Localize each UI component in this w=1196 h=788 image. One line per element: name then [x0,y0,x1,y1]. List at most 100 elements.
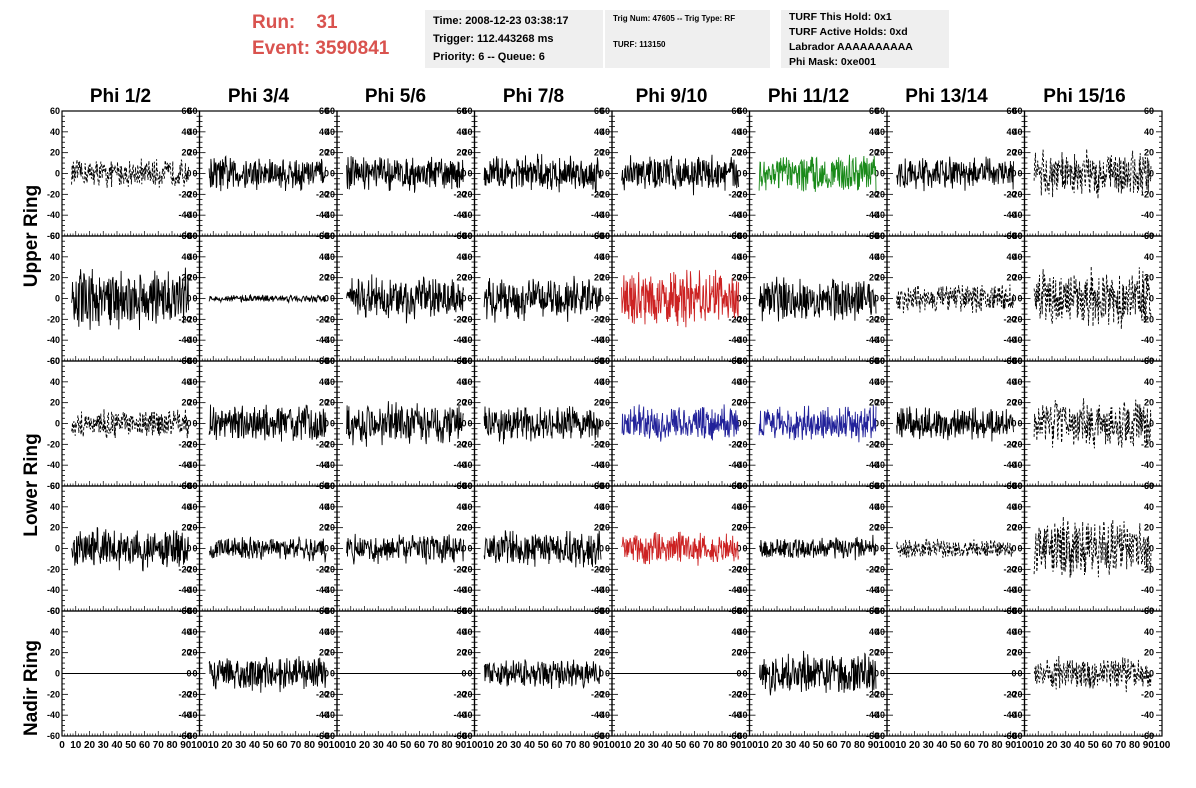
x-tick-label: 80 [166,740,178,751]
y-tick-label-right: 0 [599,169,604,179]
phi-mask-text: Phi Mask: 0xe001 [789,56,876,68]
y-tick-label-right: 20 [181,648,191,658]
y-tick-label-right: 40 [1006,127,1016,137]
x-tick-label: 20 [221,740,233,751]
x-tick-label: 30 [235,740,247,751]
event-value: 3590841 [315,38,390,59]
y-tick-label: -40 [184,585,197,595]
y-tick-label-right: -20 [453,189,466,199]
x-tick-label: 60 [1101,740,1113,751]
waveform-trace [621,404,739,442]
y-tick-label: 60 [1012,606,1022,616]
x-tick-label: 80 [441,740,453,751]
y-tick-label: -20 [459,564,472,574]
y-tick-label: 40 [50,252,60,262]
x-tick-label: 80 [716,740,728,751]
trig-num-text: Trig Num: 47605 -- Trig Type: RF [613,14,736,23]
y-tick-label-right: -20 [316,439,329,449]
x-tick-label: 40 [524,740,536,751]
y-tick-label: 0 [192,419,197,429]
y-tick-label: 20 [1012,398,1022,408]
x-tick-label: 70 [290,740,302,751]
y-tick-label-right: -20 [1141,439,1154,449]
y-tick-label-right: -60 [728,731,741,741]
y-tick-label: -20 [459,439,472,449]
x-tick-label: 80 [991,740,1003,751]
y-tick-label: 0 [742,669,747,679]
x-tick-label: 100 [191,740,208,751]
y-tick-label: 60 [325,606,335,616]
y-tick-label-right: 0 [599,669,604,679]
x-tick-label: 10 [345,740,357,751]
y-tick-label-right: -40 [178,210,191,220]
x-tick-label: 90 [593,740,605,751]
y-tick-label-right: -20 [178,314,191,324]
waveform-trace [896,538,1014,558]
y-tick-label: 40 [875,502,885,512]
y-tick-label: -40 [459,460,472,470]
y-tick-label: 40 [600,252,610,262]
y-tick-label: -40 [734,710,747,720]
x-tick-label: 70 [1115,740,1127,751]
x-tick-label: 30 [98,740,110,751]
run-value: 31 [316,12,338,33]
y-tick-label: 0 [605,169,610,179]
y-tick-label-right: 0 [1149,419,1154,429]
y-tick-label: 60 [600,356,610,366]
y-tick-label-right: 40 [456,127,466,137]
y-tick-label: -20 [734,314,747,324]
y-tick-label-right: 20 [456,523,466,533]
y-tick-label-right: 40 [869,502,879,512]
y-tick-label-right: 40 [594,502,604,512]
waveform-trace [208,155,327,192]
y-tick-label: 60 [187,356,197,366]
x-tick-label: 60 [689,740,701,751]
y-tick-label: 0 [467,669,472,679]
y-tick-label: 0 [192,544,197,554]
x-tick-label: 10 [70,740,82,751]
y-tick-label: -40 [184,460,197,470]
column-title-phi-15-16: Phi 15/16 [1043,86,1126,107]
y-tick-label: 40 [1012,627,1022,637]
y-tick-label: -60 [47,231,60,241]
y-tick-label-right: -20 [453,689,466,699]
y-tick-label: 40 [187,502,197,512]
y-tick-label-right: -20 [1003,564,1016,574]
y-tick-label-right: 0 [599,419,604,429]
y-tick-label-right: -20 [178,564,191,574]
y-tick-label: -40 [322,710,335,720]
y-tick-label: -40 [47,335,60,345]
y-tick-label: 20 [875,648,885,658]
y-tick-label: 0 [605,294,610,304]
labrador-text: Labrador AAAAAAAAAA [789,41,913,53]
y-tick-label: 60 [737,356,747,366]
x-tick-label: 20 [359,740,371,751]
x-tick-label: 70 [840,740,852,751]
y-tick-label: 20 [737,148,747,158]
y-tick-label: 60 [325,231,335,241]
waveform-trace [1033,266,1152,330]
y-tick-label: 60 [875,356,885,366]
y-tick-label: 20 [187,398,197,408]
y-tick-label: 0 [742,294,747,304]
y-tick-label-right: -20 [316,189,329,199]
y-tick-label: 40 [187,252,197,262]
y-tick-label-right: 0 [874,169,879,179]
y-tick-label: -20 [1009,314,1022,324]
y-tick-label-right: -40 [591,460,604,470]
y-tick-label-right: 20 [1006,398,1016,408]
y-tick-label: -40 [734,335,747,345]
y-tick-label-right: 20 [594,273,604,283]
y-tick-label: 60 [1012,106,1022,116]
